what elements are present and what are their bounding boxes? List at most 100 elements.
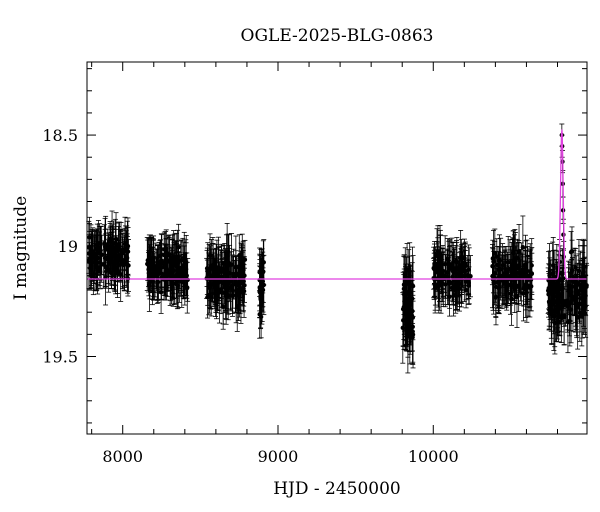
axes-layer: 8000 9000 10000 18.5 19 19.5 xyxy=(42,61,588,466)
data-point xyxy=(408,275,414,346)
point-marker xyxy=(552,299,557,304)
point-marker xyxy=(176,244,181,250)
data-point xyxy=(223,268,229,325)
point-marker xyxy=(447,265,453,271)
point-marker xyxy=(233,281,238,287)
point-marker xyxy=(518,270,524,276)
data-point xyxy=(568,259,574,324)
point-marker xyxy=(559,277,565,283)
point-marker xyxy=(404,312,409,318)
data-point xyxy=(573,248,579,288)
point-marker xyxy=(208,277,213,282)
point-marker xyxy=(561,314,567,320)
data-point xyxy=(232,255,238,313)
point-marker xyxy=(170,273,175,278)
data-point xyxy=(93,240,99,291)
data-point xyxy=(117,228,123,271)
point-marker xyxy=(573,265,578,270)
point-marker xyxy=(207,253,213,258)
point-marker xyxy=(179,257,184,263)
point-marker xyxy=(457,263,463,268)
data-point xyxy=(239,243,245,284)
point-marker xyxy=(241,288,246,293)
y-axis-label: I magnitude xyxy=(11,196,31,300)
data-point xyxy=(548,259,554,328)
data-point xyxy=(573,255,579,299)
point-marker xyxy=(432,285,438,290)
point-marker xyxy=(118,271,123,277)
point-marker xyxy=(553,283,559,288)
point-marker xyxy=(569,248,575,254)
point-marker xyxy=(432,264,437,270)
chart-title: OGLE-2025-BLG-0863 xyxy=(241,26,434,46)
point-marker xyxy=(451,293,456,298)
point-marker xyxy=(560,271,565,277)
point-marker xyxy=(437,281,442,287)
data-point xyxy=(454,261,460,303)
data-point xyxy=(229,233,235,297)
point-marker xyxy=(227,271,232,276)
data-point xyxy=(114,240,120,279)
point-marker xyxy=(183,260,188,265)
point-marker xyxy=(551,263,556,268)
point-marker xyxy=(410,283,415,288)
data-point xyxy=(109,210,115,269)
point-marker xyxy=(215,288,220,293)
data-point xyxy=(404,293,410,338)
data-point xyxy=(576,239,582,303)
point-marker xyxy=(122,241,128,247)
point-marker xyxy=(261,282,267,288)
point-marker xyxy=(105,255,110,261)
y-tick-label: 18.5 xyxy=(42,126,78,145)
data-point xyxy=(516,239,522,292)
data-layer xyxy=(86,123,590,374)
data-point xyxy=(215,270,221,311)
point-marker xyxy=(112,264,117,269)
data-point xyxy=(219,251,225,292)
point-marker xyxy=(401,318,406,323)
point-marker xyxy=(258,296,263,302)
point-marker xyxy=(516,263,521,268)
point-marker xyxy=(211,268,217,274)
data-point xyxy=(183,239,189,287)
point-marker xyxy=(109,258,114,263)
point-marker xyxy=(114,257,120,262)
x-axis-label: HJD - 2450000 xyxy=(273,479,401,499)
data-point xyxy=(207,233,213,278)
point-marker xyxy=(459,269,465,275)
y-tick-label: 19.5 xyxy=(42,348,78,367)
point-marker xyxy=(87,235,92,240)
data-point xyxy=(492,228,498,279)
point-marker xyxy=(165,251,171,257)
data-point xyxy=(569,226,575,276)
data-point xyxy=(559,255,565,306)
point-marker xyxy=(490,256,495,261)
point-marker xyxy=(576,268,582,274)
point-marker xyxy=(407,319,412,324)
data-point xyxy=(432,249,438,284)
point-marker xyxy=(574,302,579,308)
data-point xyxy=(563,281,569,327)
point-marker xyxy=(548,287,553,292)
point-marker xyxy=(154,270,159,275)
point-marker xyxy=(579,286,584,291)
point-marker xyxy=(118,247,123,252)
point-marker xyxy=(512,273,517,278)
point-marker xyxy=(440,269,445,275)
point-marker xyxy=(124,255,130,261)
point-marker xyxy=(563,301,568,306)
point-marker xyxy=(89,253,94,258)
point-marker xyxy=(401,304,407,310)
data-point xyxy=(496,251,502,314)
data-point xyxy=(174,262,180,310)
data-point xyxy=(466,247,472,305)
data-point xyxy=(88,244,94,289)
point-marker xyxy=(442,262,448,267)
point-marker xyxy=(220,269,225,274)
point-marker xyxy=(548,291,554,296)
point-marker xyxy=(175,283,180,288)
point-marker xyxy=(561,254,566,260)
point-marker xyxy=(492,251,498,256)
point-marker xyxy=(122,259,127,264)
point-marker xyxy=(466,280,471,286)
